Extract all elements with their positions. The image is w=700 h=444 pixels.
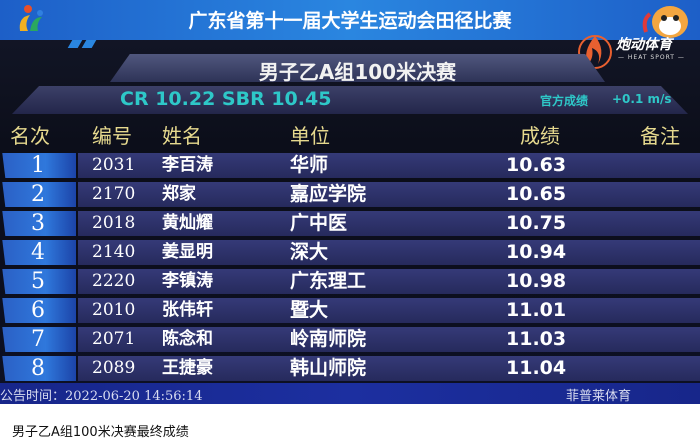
table-row: 7 2071 陈念和 岭南师院 11.03: [0, 327, 700, 352]
result: 10.75: [506, 212, 567, 234]
rank: 1: [2, 153, 76, 178]
bib: 2031: [92, 155, 136, 175]
team: 韩山师院: [290, 357, 367, 379]
rank: 6: [2, 298, 76, 323]
sponsor-name: 炮动体育: [616, 37, 672, 53]
competition-title: 广东省第十一届大学生运动会田径比赛: [188, 10, 512, 32]
row-bar: [78, 153, 700, 178]
table-row: 5 2220 李镇涛 广东理工 10.98: [0, 269, 700, 294]
rank: 2: [2, 182, 76, 207]
decor-stripe: [81, 40, 97, 48]
heat-sport-logo: 炮动体育 — HEAT SPORT —: [578, 28, 696, 86]
row-bar: [78, 211, 700, 236]
team: 嘉应学院: [290, 183, 367, 205]
scoreboard-screen: 广东省第十一届大学生运动会田径比赛 炮动体育 — HEAT SPORT — 男子…: [0, 0, 700, 404]
tiger-mascot-icon: [642, 6, 688, 38]
bib: 2170: [92, 184, 136, 204]
athlete-name: 姜显明: [162, 242, 213, 262]
header-result: 成绩: [520, 124, 560, 148]
rank: 5: [2, 269, 76, 294]
athlete-name: 李百涛: [162, 155, 213, 175]
team: 华师: [290, 154, 329, 176]
team: 岭南师院: [290, 328, 367, 350]
bib: 2220: [92, 271, 136, 291]
row-bar: [78, 298, 700, 323]
athlete-name: 陈念和: [162, 329, 213, 349]
athlete-name: 黄灿耀: [162, 213, 213, 233]
announcement-time: 公告时间：2022-06-20 14:56:14: [0, 389, 203, 404]
team: 广东理工: [290, 270, 367, 292]
header-note: 备注: [640, 124, 680, 148]
row-bar: [78, 182, 700, 207]
banner: 广东省第十一届大学生运动会田径比赛: [0, 0, 700, 40]
table-row: 2 2170 郑家 嘉应学院 10.65: [0, 182, 700, 207]
header-rank: 名次: [10, 124, 50, 148]
footer-brand: 菲普莱体育: [566, 389, 632, 404]
team: 暨大: [290, 299, 329, 321]
result-status: 官方成绩: [540, 94, 589, 108]
team: 深大: [290, 241, 329, 263]
result: 11.03: [506, 328, 567, 350]
caption: 男子乙A组100米决赛最终成绩: [12, 425, 189, 440]
rank: 7: [2, 327, 76, 352]
table-row: 4 2140 姜显明 深大 10.94: [0, 240, 700, 265]
athlete-name: 李镇涛: [162, 271, 213, 291]
bib: 2071: [92, 329, 136, 349]
row-bar: [78, 356, 700, 381]
decor-stripe: [67, 40, 83, 48]
result: 11.01: [506, 299, 567, 321]
row-bar: [78, 269, 700, 294]
event-panel: 男子乙A组100米决赛: [110, 54, 605, 82]
rank: 4: [2, 240, 76, 265]
table-row: 6 2010 张伟轩 暨大 11.01: [0, 298, 700, 323]
result: 10.94: [506, 241, 567, 263]
athlete-name: 张伟轩: [162, 300, 213, 320]
result: 10.65: [506, 183, 567, 205]
table-row: 3 2018 黄灿耀 广中医 10.75: [0, 211, 700, 236]
footer: 公告时间：2022-06-20 14:56:14 菲普莱体育: [0, 383, 700, 404]
table-row: 8 2089 王捷豪 韩山师院 11.04: [0, 356, 700, 381]
games-logo-icon: [19, 5, 43, 31]
header-unit: 单位: [290, 124, 330, 148]
athlete-name: 王捷豪: [162, 358, 213, 378]
team: 广中医: [290, 212, 348, 234]
athlete-name: 郑家: [162, 184, 196, 204]
result: 11.04: [506, 357, 567, 379]
bib: 2010: [92, 300, 136, 320]
record-panel: CR 10.22 SBR 10.45 官方成绩 +0.1 m/s: [12, 86, 688, 114]
rank: 8: [2, 356, 76, 381]
bib: 2018: [92, 213, 136, 233]
bib: 2089: [92, 358, 136, 378]
bib: 2140: [92, 242, 136, 262]
header-name: 姓名: [162, 124, 202, 148]
sponsor-sub: — HEAT SPORT —: [618, 54, 685, 61]
row-bar: [78, 327, 700, 352]
result: 10.63: [506, 154, 567, 176]
header-bib: 编号: [92, 124, 132, 148]
row-bar: [78, 240, 700, 265]
wind-speed: +0.1 m/s: [612, 92, 672, 106]
table-row: 1 2031 李百涛 华师 10.63: [0, 153, 700, 178]
result: 10.98: [506, 270, 567, 292]
records: CR 10.22 SBR 10.45: [120, 88, 332, 110]
rank: 3: [2, 211, 76, 236]
event-title: 男子乙A组100米决赛: [258, 60, 457, 84]
